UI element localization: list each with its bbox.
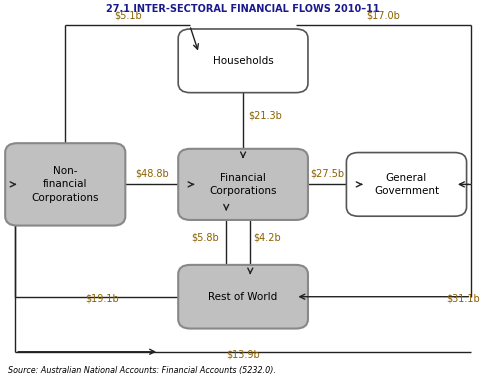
Text: $21.3b: $21.3b [248,111,281,121]
Text: Households: Households [213,56,274,66]
FancyBboxPatch shape [346,152,467,216]
FancyBboxPatch shape [178,265,308,329]
Text: $19.1b: $19.1b [86,293,119,304]
Text: $31.1b: $31.1b [446,293,480,304]
Text: $4.2b: $4.2b [253,233,281,242]
Text: 27.1 INTER-SECTORAL FINANCIAL FLOWS 2010–11: 27.1 INTER-SECTORAL FINANCIAL FLOWS 2010… [106,3,380,14]
FancyBboxPatch shape [5,143,125,226]
Text: Source: Australian National Accounts: Financial Accounts (5232.0).: Source: Australian National Accounts: Fi… [8,366,276,375]
Text: $17.0b: $17.0b [367,11,401,21]
Text: Financial
Corporations: Financial Corporations [209,173,277,196]
Text: $5.8b: $5.8b [191,233,219,242]
FancyBboxPatch shape [178,29,308,93]
Text: Rest of World: Rest of World [208,292,278,302]
FancyBboxPatch shape [178,149,308,220]
Text: $13.9b: $13.9b [226,350,260,360]
Text: $27.5b: $27.5b [310,169,344,179]
Text: $48.8b: $48.8b [135,169,169,179]
Text: Non-
financial
Corporations: Non- financial Corporations [32,166,99,203]
Text: $5.1b: $5.1b [114,11,142,21]
Text: General
Government: General Government [374,173,439,196]
